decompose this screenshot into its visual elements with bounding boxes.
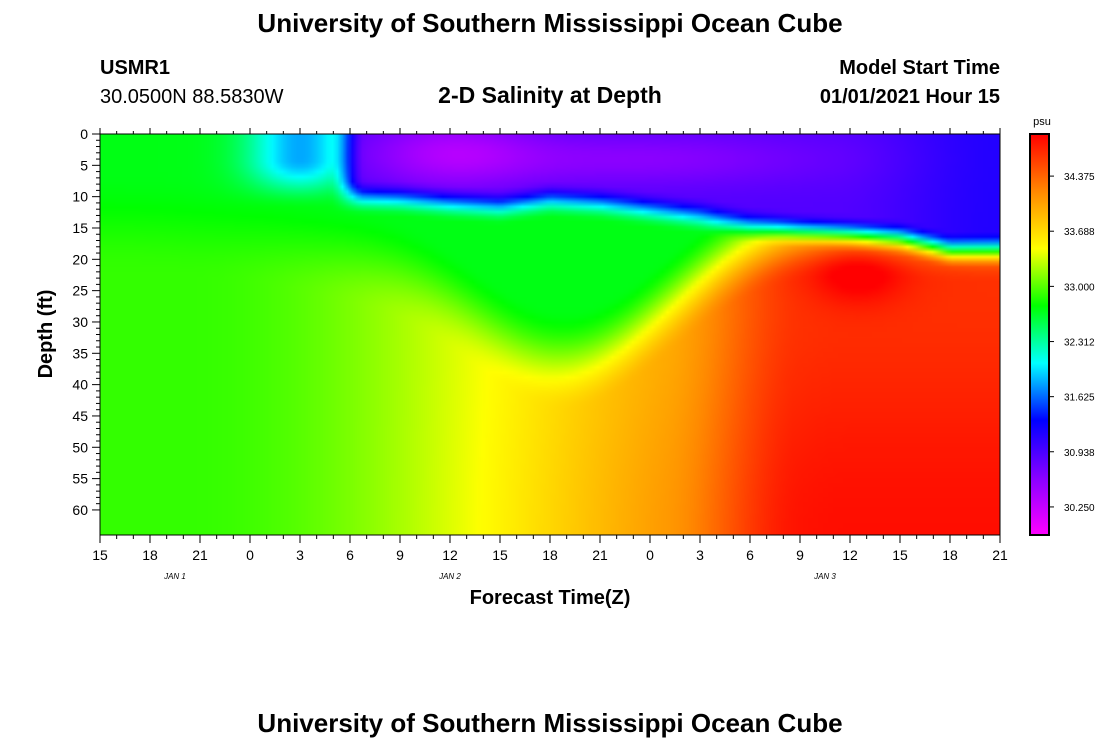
colorbar-label: 30.938 [1064,448,1095,459]
colorbar-label: 34.375 [1064,172,1095,183]
x-tick-label: 21 [592,547,608,563]
x-tick-label: 15 [92,547,108,563]
y-tick-label: 50 [72,439,88,455]
y-axis-title: Depth (ft) [35,290,57,379]
x-tick-label: 12 [842,547,858,563]
x-tick-label: 9 [796,547,804,563]
day-label: JAN 1 [163,572,186,581]
x-tick-label: 18 [942,547,958,563]
x-tick-label: 6 [746,547,754,563]
colorbar-label: 31.625 [1064,393,1095,404]
x-tick-label: 21 [192,547,208,563]
x-tick-label: 12 [442,547,458,563]
x-tick-label: 21 [992,547,1008,563]
y-tick-label: 20 [72,251,88,267]
y-tick-label: 10 [72,189,88,205]
colorbar-label: 33.000 [1064,282,1095,293]
colorbar-unit-label: psu [1033,116,1051,128]
plot-subtitle: 2-D Salinity at Depth [438,82,662,108]
main-title: University of Southern Mississippi Ocean… [257,8,843,38]
heatmap-image [100,134,1000,535]
colorbar: 34.375 33.688 33.000 32.312 31.625 30.938 30.2… [1029,133,1095,536]
colorbar-label: 30.250 [1064,503,1095,514]
y-tick-label: 15 [72,220,88,236]
x-tick-label: 15 [492,547,508,563]
x-tick-label: 6 [346,547,354,563]
colorbar-label: 33.688 [1064,227,1095,238]
y-tick-label: 55 [72,471,88,487]
colorbar-fill [1029,133,1050,536]
x-axis-title: Forecast Time(Z) [470,587,631,609]
x-tick-label: 9 [396,547,404,563]
station-id: USMR1 [100,57,171,79]
y-axis: 0 5 10 15 20 25 30 35 40 45 50 55 60 [72,126,100,518]
y-tick-label: 25 [72,283,88,299]
x-axis: 15 18 21 0 3 6 9 12 15 18 21 0 3 6 9 12 15 18 21 JAN 1 JAN 2… [92,128,1008,581]
y-tick-label: 40 [72,377,88,393]
y-tick-label: 60 [72,502,88,518]
x-tick-label: 0 [646,547,654,563]
x-tick-label: 18 [542,547,558,563]
x-tick-label: 3 [296,547,304,563]
y-tick-label: 30 [72,314,88,330]
model-start-label: Model Start Time [839,57,1000,79]
x-tick-label: 0 [246,547,254,563]
model-start-value: 01/01/2021 Hour 15 [819,86,1000,108]
x-tick-label: 18 [142,547,158,563]
footer-title: University of Southern Mississippi Ocean… [257,708,843,738]
y-tick-label: 35 [72,345,88,361]
x-tick-label: 3 [696,547,704,563]
y-tick-label: 45 [72,408,88,424]
station-coordinates: 30.0500N 88.5830W [100,86,284,108]
x-tick-label: 15 [892,547,908,563]
y-tick-label: 0 [80,126,88,142]
y-tick-label: 5 [80,157,88,173]
day-label: JAN 3 [813,572,836,581]
colorbar-label: 32.312 [1064,338,1095,349]
day-label: JAN 2 [438,572,461,581]
